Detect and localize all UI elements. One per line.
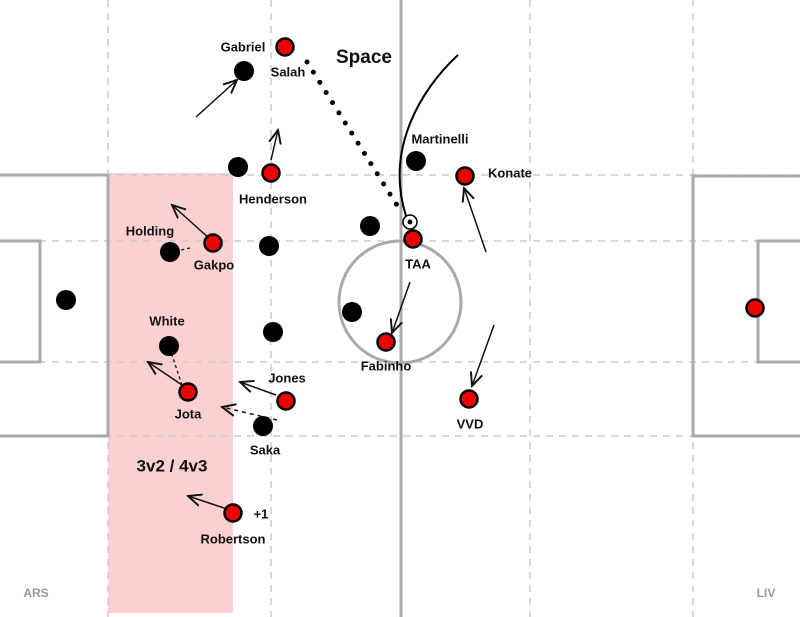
player-label: Saka — [250, 442, 281, 457]
player-label: Holding — [126, 223, 174, 238]
player-label: TAA — [405, 256, 431, 271]
player-label: Jones — [268, 370, 306, 385]
team-label: ARS — [23, 586, 48, 600]
player-label: Jota — [175, 406, 203, 421]
team-label: LIV — [757, 586, 776, 600]
player-label: Gabriel — [221, 39, 266, 54]
player-label: Gakpo — [194, 257, 235, 272]
player-label: Fabinho — [361, 358, 412, 373]
players — [56, 37, 765, 523]
player-label: Konate — [488, 165, 532, 180]
player-label: Salah — [271, 64, 306, 79]
player-label: VVD — [457, 416, 484, 431]
annotation: +1 — [254, 506, 269, 521]
player-label: Robertson — [201, 531, 266, 546]
player-label: White — [149, 313, 184, 328]
labels: Gabriel Salah Space Martinelli Konate He… — [23, 39, 775, 600]
player-label: Martinelli — [411, 131, 468, 146]
zone-label: 3v2 / 4v3 — [137, 456, 208, 475]
player-label: Henderson — [239, 191, 307, 206]
space-label: Space — [336, 47, 392, 68]
